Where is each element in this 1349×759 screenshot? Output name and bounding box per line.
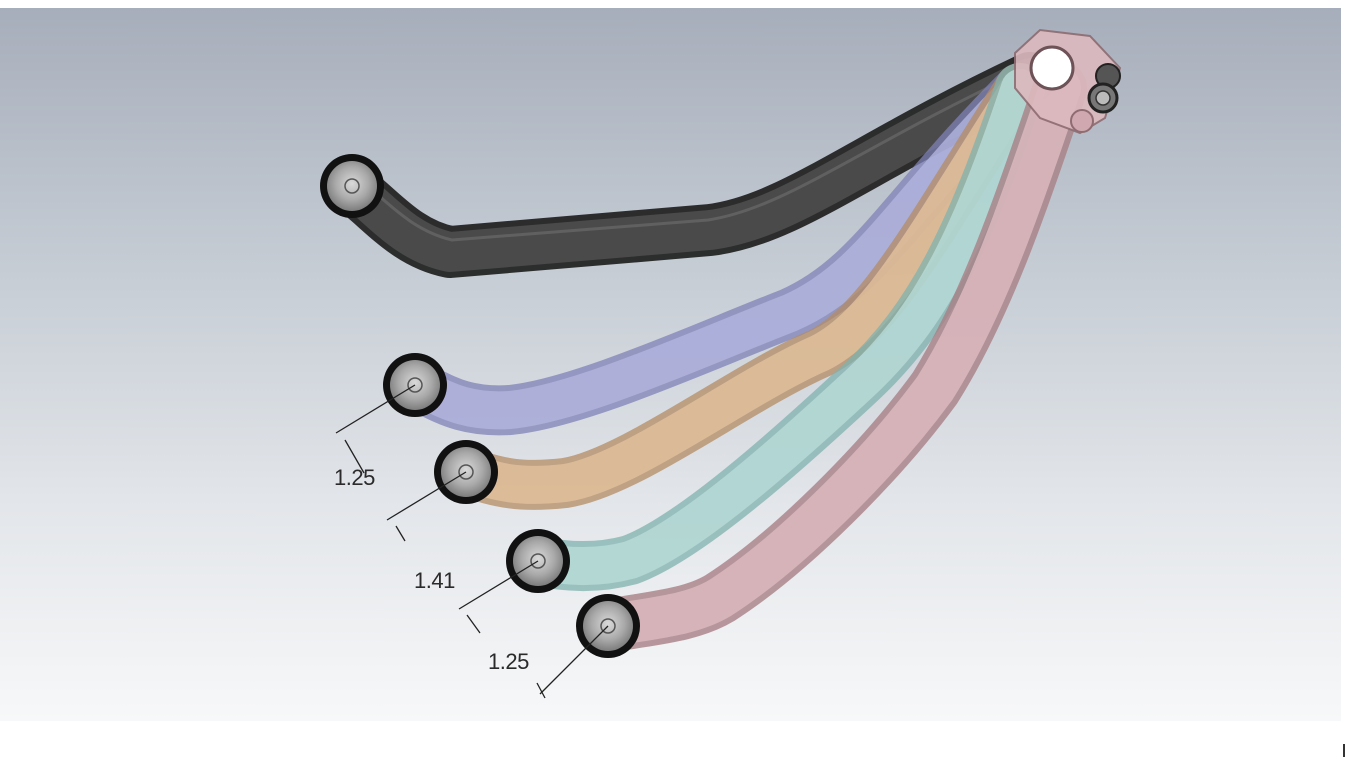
text-cursor-mark [1343,744,1345,757]
pink-arm [581,61,1087,653]
dimension-lines [335,384,609,699]
orange-arm [441,63,1045,510]
purple-arm [390,63,1045,436]
dimension-label-3: 1.25 [488,649,530,674]
cad-viewport[interactable]: 1.25 1.41 1.25 [0,8,1341,721]
cad-model-view[interactable]: 1.25 1.41 1.25 [0,8,1341,721]
dimension-value-3: 1.25 [488,649,529,674]
teal-arm [513,63,1045,592]
dimension-value-2: 1.41 [414,568,455,593]
dimension-label-2: 1.41 [414,568,456,593]
black-arm [326,52,1056,278]
dimension-label-1: 1.25 [334,465,376,490]
black-arm-bushing [320,154,384,218]
pivot-bolt [1087,63,1121,114]
dimension-value-1: 1.25 [334,465,375,490]
